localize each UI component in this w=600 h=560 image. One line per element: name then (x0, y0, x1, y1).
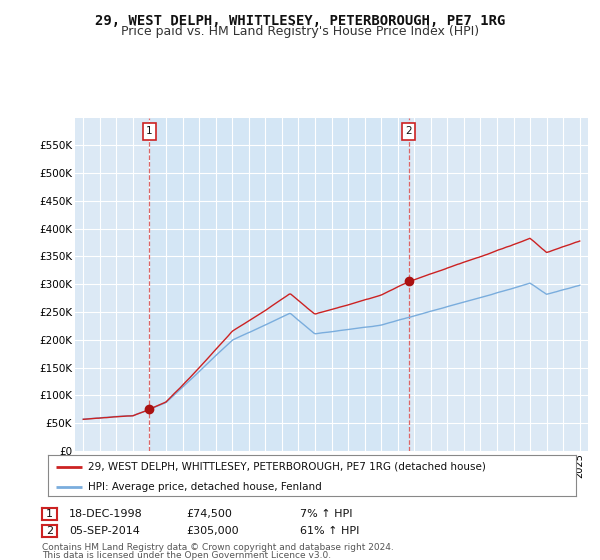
Text: £305,000: £305,000 (186, 526, 239, 536)
Text: 2: 2 (406, 127, 412, 137)
Text: 18-DEC-1998: 18-DEC-1998 (69, 509, 143, 519)
Text: HPI: Average price, detached house, Fenland: HPI: Average price, detached house, Fenl… (88, 482, 322, 492)
Text: 05-SEP-2014: 05-SEP-2014 (69, 526, 140, 536)
Text: 1: 1 (146, 127, 153, 137)
Text: This data is licensed under the Open Government Licence v3.0.: This data is licensed under the Open Gov… (42, 551, 331, 560)
Text: £74,500: £74,500 (186, 509, 232, 519)
Text: Contains HM Land Registry data © Crown copyright and database right 2024.: Contains HM Land Registry data © Crown c… (42, 543, 394, 552)
Bar (149, 118, 409, 451)
Text: Price paid vs. HM Land Registry's House Price Index (HPI): Price paid vs. HM Land Registry's House … (121, 25, 479, 38)
Text: 29, WEST DELPH, WHITTLESEY, PETERBOROUGH, PE7 1RG (detached house): 29, WEST DELPH, WHITTLESEY, PETERBOROUGH… (88, 461, 485, 472)
Text: 1: 1 (46, 509, 53, 519)
Text: 7% ↑ HPI: 7% ↑ HPI (300, 509, 353, 519)
Text: 29, WEST DELPH, WHITTLESEY, PETERBOROUGH, PE7 1RG: 29, WEST DELPH, WHITTLESEY, PETERBOROUGH… (95, 14, 505, 28)
Text: 2: 2 (46, 526, 53, 536)
Text: 61% ↑ HPI: 61% ↑ HPI (300, 526, 359, 536)
